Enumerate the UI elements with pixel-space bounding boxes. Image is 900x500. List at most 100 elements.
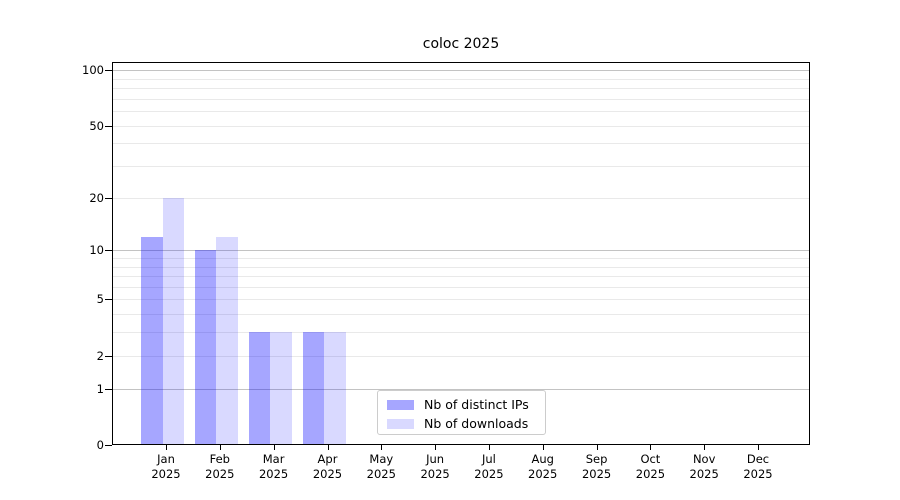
y-tick-label-50: 50 — [89, 118, 104, 133]
x-tick-mark-aug — [542, 445, 544, 450]
gridline-60 — [113, 111, 809, 112]
x-tick-label-mar: Mar 2025 — [246, 452, 302, 482]
x-tick-year: 2025 — [151, 467, 181, 481]
gridline-20 — [113, 197, 809, 199]
x-tick-mark-mar — [273, 445, 275, 450]
plot-area — [112, 62, 810, 445]
x-tick-label-apr: Apr 2025 — [300, 452, 356, 482]
x-tick-year: 2025 — [205, 467, 235, 481]
x-tick-year: 2025 — [312, 467, 343, 481]
x-tick-month: Jun — [426, 452, 445, 466]
bar-jan-distinct-ips — [141, 236, 163, 444]
y-tick-mark-5 — [105, 299, 112, 301]
legend-entry-distinct-ips: Nb of distinct IPs — [378, 395, 545, 414]
bar-mar-distinct-ips — [248, 332, 271, 444]
legend-label-distinct-ips: Nb of distinct IPs — [424, 397, 529, 412]
gridline-10 — [113, 250, 809, 252]
y-tick-mark-10 — [105, 250, 112, 252]
x-tick-mark-nov — [704, 445, 706, 450]
x-tick-label-dec: Dec 2025 — [730, 452, 786, 482]
gridline-6 — [113, 286, 809, 288]
gridline-9 — [113, 257, 809, 259]
x-tick-mark-jan — [166, 445, 167, 450]
y-tick-label-2: 2 — [96, 348, 104, 363]
x-tick-year: 2025 — [743, 467, 773, 481]
y-tick-mark-2 — [105, 355, 112, 357]
bar-feb-distinct-ips — [194, 250, 217, 444]
y-tick-label-5: 5 — [96, 292, 104, 307]
gridline-7 — [113, 276, 809, 277]
gridline-2 — [113, 355, 809, 357]
x-tick-mark-jul — [488, 445, 490, 450]
bar-mar-downloads — [270, 332, 292, 444]
x-tick-mark-dec — [758, 445, 759, 450]
y-tick-label-10: 10 — [89, 243, 104, 258]
legend: Nb of distinct IPs Nb of downloads — [377, 390, 546, 435]
x-tick-month: Jan — [157, 452, 175, 466]
gridline-80 — [113, 88, 809, 89]
x-tick-month: Mar — [262, 452, 285, 466]
x-tick-label-jun: Jun 2025 — [407, 452, 463, 482]
x-tick-month: Oct — [640, 452, 661, 466]
chart-title: coloc 2025 — [422, 36, 500, 52]
x-tick-year: 2025 — [528, 467, 558, 481]
gridline-30 — [113, 166, 809, 167]
x-tick-label-sep: Sep 2025 — [569, 452, 625, 482]
y-tick-mark-1 — [105, 388, 112, 390]
bar-apr-downloads — [324, 332, 346, 444]
y-tick-label-0: 0 — [96, 438, 104, 452]
x-tick-year: 2025 — [366, 467, 396, 481]
x-tick-month: May — [369, 452, 394, 466]
x-tick-year: 2025 — [581, 467, 612, 481]
gridline-50 — [113, 125, 809, 127]
x-tick-label-may: May 2025 — [353, 452, 409, 482]
x-tick-year: 2025 — [689, 467, 719, 481]
gridline-1 — [113, 388, 809, 390]
x-tick-month: Apr — [317, 452, 338, 466]
y-tick-label-1: 1 — [96, 381, 104, 396]
x-tick-month: Jul — [481, 452, 496, 466]
legend-entry-downloads: Nb of downloads — [378, 414, 545, 433]
gridline-40 — [113, 143, 809, 145]
x-tick-mark-oct — [650, 445, 652, 450]
gridline-70 — [113, 98, 809, 100]
y-tick-mark-100 — [105, 70, 112, 71]
gridline-8 — [113, 266, 809, 268]
x-tick-label-jan: Jan 2025 — [138, 452, 194, 482]
x-tick-year: 2025 — [474, 467, 504, 481]
gridline-3 — [113, 332, 809, 334]
x-tick-label-feb: Feb 2025 — [192, 452, 248, 482]
bar-apr-distinct-ips — [302, 332, 324, 444]
y-tick-mark-20 — [105, 197, 112, 199]
x-tick-month: Dec — [746, 452, 770, 466]
x-tick-year: 2025 — [258, 467, 289, 481]
x-tick-year: 2025 — [635, 467, 666, 481]
x-tick-month: Aug — [531, 452, 554, 466]
gridline-4 — [113, 314, 809, 316]
gridline-100 — [113, 70, 809, 71]
x-tick-label-aug: Aug 2025 — [515, 452, 571, 482]
y-tick-label-20: 20 — [89, 190, 104, 205]
legend-swatch-distinct-ips — [387, 399, 414, 410]
x-tick-month: Nov — [692, 452, 716, 466]
y-tick-mark-50 — [105, 125, 112, 127]
x-tick-year: 2025 — [420, 467, 450, 481]
x-tick-mark-apr — [327, 445, 329, 450]
x-tick-mark-feb — [219, 445, 221, 450]
legend-swatch-downloads — [387, 418, 414, 429]
legend-label-downloads: Nb of downloads — [424, 416, 529, 431]
bar-jan-downloads — [162, 197, 184, 444]
x-tick-month: Sep — [585, 452, 608, 466]
x-tick-mark-may — [381, 445, 383, 450]
x-tick-label-nov: Nov 2025 — [676, 452, 732, 482]
x-tick-label-jul: Jul 2025 — [461, 452, 517, 482]
bar-feb-downloads — [216, 236, 238, 444]
y-tick-mark-0 — [105, 445, 112, 446]
x-tick-label-oct: Oct 2025 — [622, 452, 678, 482]
x-tick-mark-jun — [435, 445, 437, 450]
x-tick-month: Feb — [209, 452, 230, 466]
gridline-5 — [113, 299, 809, 301]
y-tick-label-100: 100 — [82, 63, 104, 77]
gridline-90 — [113, 78, 809, 80]
